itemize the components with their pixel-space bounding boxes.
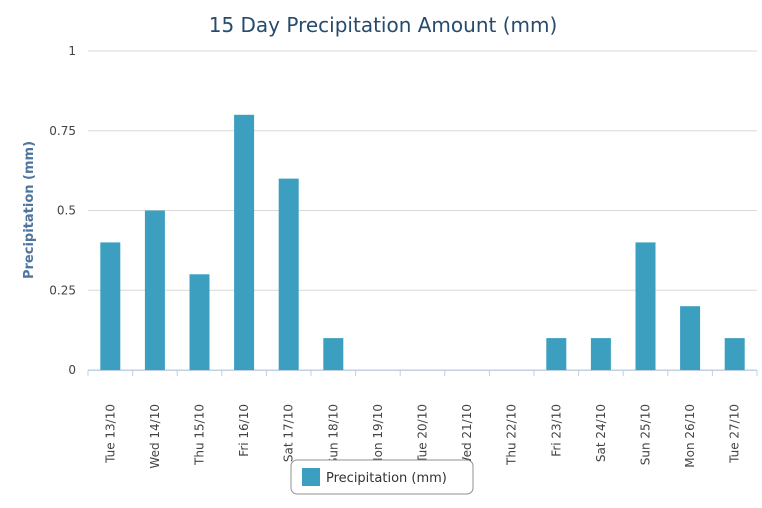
y-axis-ticks: 0 0.25 0.5 0.75 1 <box>49 44 76 377</box>
bar[interactable] <box>680 306 701 370</box>
x-axis: Tue 13/10 Wed 14/10 Thu 15/10 Fri 16/10 Sat … <box>87 370 758 469</box>
x-tick-label: Fri 16/10 <box>237 404 251 457</box>
legend-swatch <box>302 468 320 486</box>
legend-box <box>290 459 474 495</box>
x-tick-label: Sat 17/10 <box>282 404 296 462</box>
y-tick-label: 0.25 <box>49 283 76 297</box>
bar-series <box>100 114 745 371</box>
legend[interactable]: Precipitation (mm) <box>290 459 474 495</box>
x-tick-label: Tue 20/10 <box>416 404 430 464</box>
x-tick-label: Wed 14/10 <box>148 404 162 469</box>
y-tick-label: 0 <box>68 363 76 377</box>
x-tick-label: Mon 26/10 <box>683 404 697 468</box>
y-tick-label: 1 <box>68 44 76 58</box>
x-tick-label: Sun 18/10 <box>326 404 340 465</box>
x-tick-label: Thu 15/10 <box>193 404 207 466</box>
x-tick-label: Mon 19/10 <box>371 404 385 468</box>
gridlines <box>88 50 757 371</box>
bar[interactable] <box>100 242 121 370</box>
chart-title: 15 Day Precipitation Amount (mm) <box>209 13 558 37</box>
x-tick-label: Sat 24/10 <box>594 404 608 462</box>
bar[interactable] <box>724 338 745 370</box>
legend-label[interactable]: Precipitation (mm) <box>326 471 447 486</box>
bar[interactable] <box>590 338 611 370</box>
bar[interactable] <box>189 274 210 370</box>
y-tick-label: 0.5 <box>57 204 76 218</box>
x-tick-label: Sun 25/10 <box>639 404 653 465</box>
bar[interactable] <box>635 242 656 370</box>
bar[interactable] <box>234 114 255 370</box>
bar[interactable] <box>144 210 165 371</box>
bar[interactable] <box>546 338 567 370</box>
x-tick-label: Wed 21/10 <box>460 404 474 469</box>
x-tick-label: Tue 27/10 <box>728 404 742 464</box>
bar[interactable] <box>278 178 299 370</box>
y-tick-label: 0.75 <box>49 124 76 138</box>
x-tick-label: Thu 22/10 <box>505 404 519 466</box>
y-axis-label: Precipitation (mm) <box>22 141 37 279</box>
x-tick-label: Tue 13/10 <box>103 404 117 464</box>
x-tick-label: Fri 23/10 <box>549 404 563 457</box>
bar[interactable] <box>323 338 344 370</box>
